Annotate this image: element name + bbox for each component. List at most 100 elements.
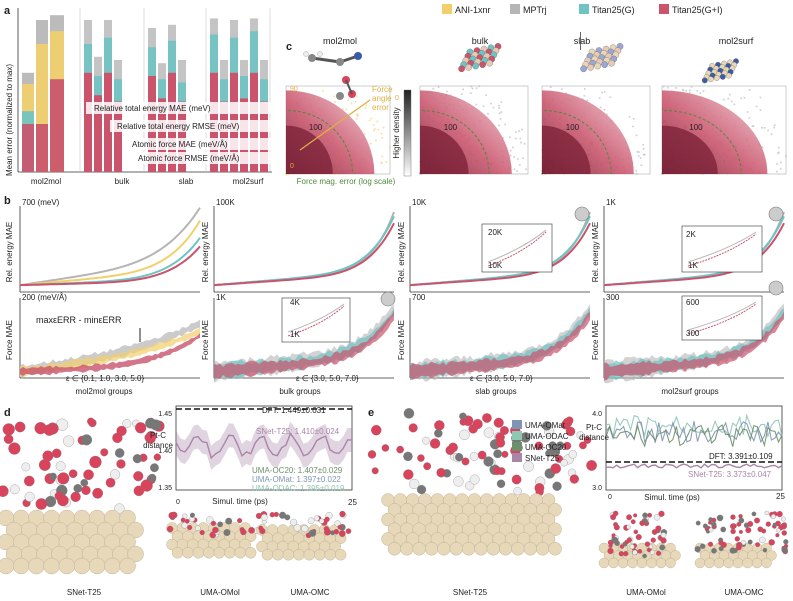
crystal-atom (707, 76, 714, 83)
density-point (632, 117, 635, 120)
adsorbate-atom (660, 532, 667, 538)
adsorbate-atom (135, 422, 147, 434)
adsorbate-atom (738, 514, 743, 519)
adsorbate-atom (611, 537, 617, 543)
pt-atom (88, 557, 106, 575)
e-sub-label-omol: UMA-OMol (626, 588, 666, 597)
adsorbate-atom (764, 510, 769, 516)
adsorbate-atom (576, 431, 585, 439)
density-point (603, 108, 606, 111)
pt-atom (171, 547, 184, 559)
adsorbate-atom (735, 544, 742, 551)
density-point (518, 130, 521, 133)
pt-atom (182, 547, 194, 559)
panel-d-distance-plot (175, 405, 353, 491)
adsorbate-atom (403, 451, 413, 462)
d-omat-label: UMA-OMat: 1.397±0.022 (252, 475, 341, 484)
pt-atom (127, 545, 144, 563)
adsorbate-atom (301, 525, 309, 533)
inset-surf-force-bottom: 300 (686, 329, 700, 338)
density-point (722, 98, 725, 101)
density-point (518, 164, 521, 167)
adsorbate-atom (429, 438, 441, 449)
adsorbate-atom (153, 453, 162, 461)
band-tgi (20, 333, 200, 376)
pt-atom (608, 557, 619, 569)
adsorbate-atom (145, 433, 156, 444)
panel-label-b: b (4, 195, 11, 207)
adsorbate-atom (3, 434, 14, 444)
b-force-top-2: 1K (216, 293, 226, 302)
adsorbate-atom (110, 469, 121, 480)
density-point (482, 105, 485, 108)
adsorbate-atom (658, 510, 665, 517)
panel-d-snet-render (0, 417, 165, 575)
adsorbate-atom (783, 539, 789, 545)
adsorbate-atom (225, 517, 233, 525)
pt-atom (13, 557, 30, 575)
panel-a-ylabel: Mean error (normalized to max) (5, 64, 14, 176)
d-snet-label: SNet-T25: 1.410±0.024 (256, 427, 340, 436)
adsorbate-atom (729, 547, 736, 554)
pt-atom (761, 557, 772, 569)
crystal-atom (601, 61, 608, 68)
adsorbate-atom (279, 511, 287, 519)
adsorbate-atom (555, 455, 564, 463)
density-point (355, 95, 358, 98)
adsorbate-atom (195, 525, 201, 531)
panel-c-title-mol2mol: mol2mol (323, 36, 357, 46)
legend-label: ANI-1xnr (455, 5, 491, 15)
adsorbate-atom (416, 485, 427, 495)
adsorbate-atom (371, 467, 379, 475)
adsorbate-atom (187, 525, 193, 531)
contour-label: 100 (309, 123, 323, 132)
eps-label-mol2mol: ε ∈ {0.1, 1.0, 3.0, 5.0} (66, 374, 144, 383)
adsorbate-atom (217, 521, 223, 528)
adsorbate-atom (759, 536, 766, 544)
panel-c-title-bulk: bulk (472, 36, 489, 46)
density-point (470, 85, 473, 88)
pt-atom (73, 557, 91, 575)
adsorbate-atom (333, 529, 340, 535)
adsorbate-atom (80, 478, 89, 487)
b-force-top-3: 700 (412, 293, 426, 302)
adsorbate-atom (586, 460, 597, 471)
adsorbate-atom (642, 553, 647, 559)
density-point (635, 172, 638, 175)
density-point (374, 139, 377, 142)
band-tgi (410, 311, 590, 380)
pt-atom (224, 547, 236, 559)
density-point (685, 89, 688, 92)
contour-label: 100 (689, 123, 703, 132)
density-point (583, 94, 586, 97)
bar-titan-gi (178, 101, 186, 172)
adsorbate-atom (408, 423, 418, 433)
adsorbate-atom (500, 426, 509, 435)
density-point (516, 158, 519, 161)
density-point (364, 106, 367, 109)
adsorbate-atom (199, 530, 205, 536)
adsorbate-atom (730, 514, 736, 520)
legend-label: MPTrj (523, 5, 547, 15)
density-point (560, 88, 563, 91)
adsorbate-atom (618, 551, 624, 557)
density-point (370, 117, 373, 120)
density-point (761, 126, 764, 129)
colorbar-label: Higher density (392, 107, 401, 158)
adsorbate-atom (711, 548, 717, 554)
inset-curve (687, 303, 757, 335)
pt-atom (766, 550, 777, 561)
density-point (642, 153, 645, 156)
b-force-top-4: 300 (606, 293, 620, 302)
legend-swatch (510, 4, 520, 14)
adsorbate-atom (613, 524, 620, 531)
adsorbate-atom (699, 543, 706, 549)
adsorbate-atom (635, 534, 642, 541)
pt-atom (28, 557, 45, 575)
pt-atom (244, 547, 257, 559)
adsorbate-atom (579, 441, 587, 450)
adsorbate-atom (8, 442, 21, 455)
density-point (635, 134, 638, 137)
adsorbate-atom (448, 442, 458, 453)
